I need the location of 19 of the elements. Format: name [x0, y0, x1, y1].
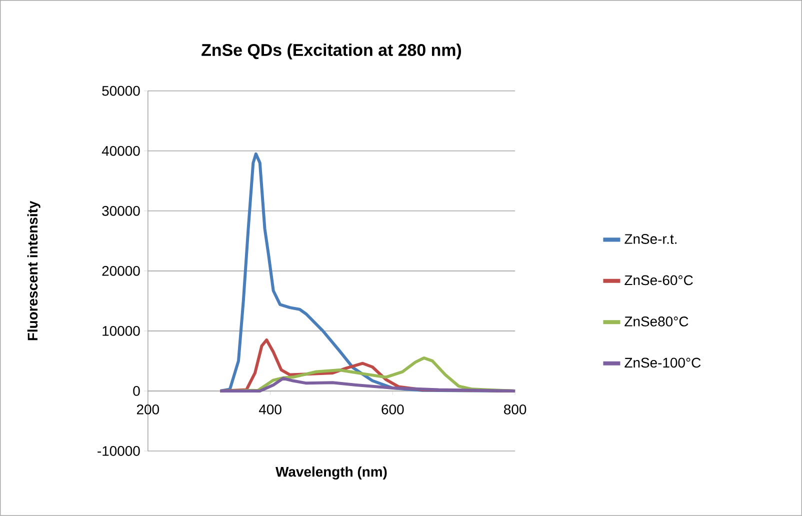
- chart-title: ZnSe QDs (Excitation at 280 nm): [202, 44, 462, 60]
- legend-label: ZnSe80°C: [624, 316, 688, 326]
- x-tick-label: 400: [258, 404, 282, 414]
- y-tick-label: 20000: [102, 266, 140, 276]
- y-axis-title: Fluorescent intensity: [27, 200, 40, 340]
- x-tick-label: 200: [136, 404, 160, 414]
- line-series: [218, 376, 517, 393]
- x-axis-title: Wavelength (nm): [276, 466, 387, 480]
- x-tick-label: 800: [504, 404, 526, 414]
- y-tick-label: 50000: [102, 86, 140, 96]
- y-tick-label: 30000: [102, 206, 140, 216]
- legend-label: ZnSe-60°C: [624, 275, 693, 286]
- legend-label: ZnSe-r.t.: [624, 234, 676, 244]
- legend-label: ZnSe-100°C: [624, 358, 701, 368]
- y-tick-label: -10000: [98, 446, 140, 456]
- x-tick-label: 600: [382, 404, 404, 414]
- y-tick-label: 0: [133, 386, 140, 396]
- y-tick-label: 10000: [102, 326, 140, 336]
- y-tick-label: 40000: [102, 146, 140, 156]
